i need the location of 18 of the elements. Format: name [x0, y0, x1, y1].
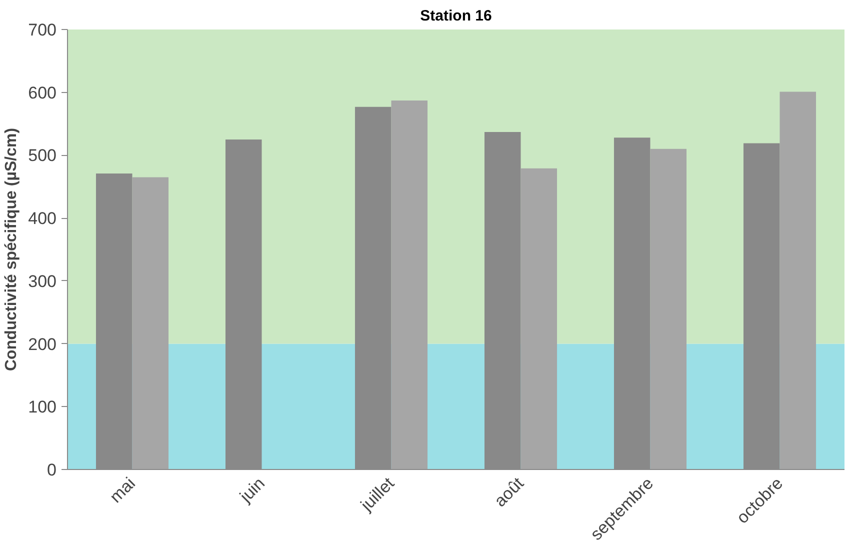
y-tick-label: 0 — [47, 460, 57, 480]
x-tick-label: mai — [106, 474, 139, 507]
bar — [391, 100, 428, 470]
y-tick-label: 200 — [28, 334, 57, 354]
x-tick-label: juin — [236, 474, 268, 507]
y-axis-title: Conductivité spécifique (µS/cm) — [3, 128, 20, 372]
y-tick-label: 500 — [28, 146, 57, 166]
y-tick-label: 700 — [28, 20, 57, 40]
chart-title: Station 16 — [420, 8, 492, 24]
y-tick-label: 600 — [28, 83, 57, 102]
y-tick-label: 300 — [28, 272, 57, 291]
x-tick-label: août — [490, 474, 528, 511]
bar — [650, 148, 687, 470]
bar — [132, 177, 169, 470]
bar — [780, 92, 816, 470]
bar — [520, 168, 558, 470]
y-tick-label: 400 — [28, 209, 57, 228]
y-tick-label: 100 — [28, 398, 57, 417]
